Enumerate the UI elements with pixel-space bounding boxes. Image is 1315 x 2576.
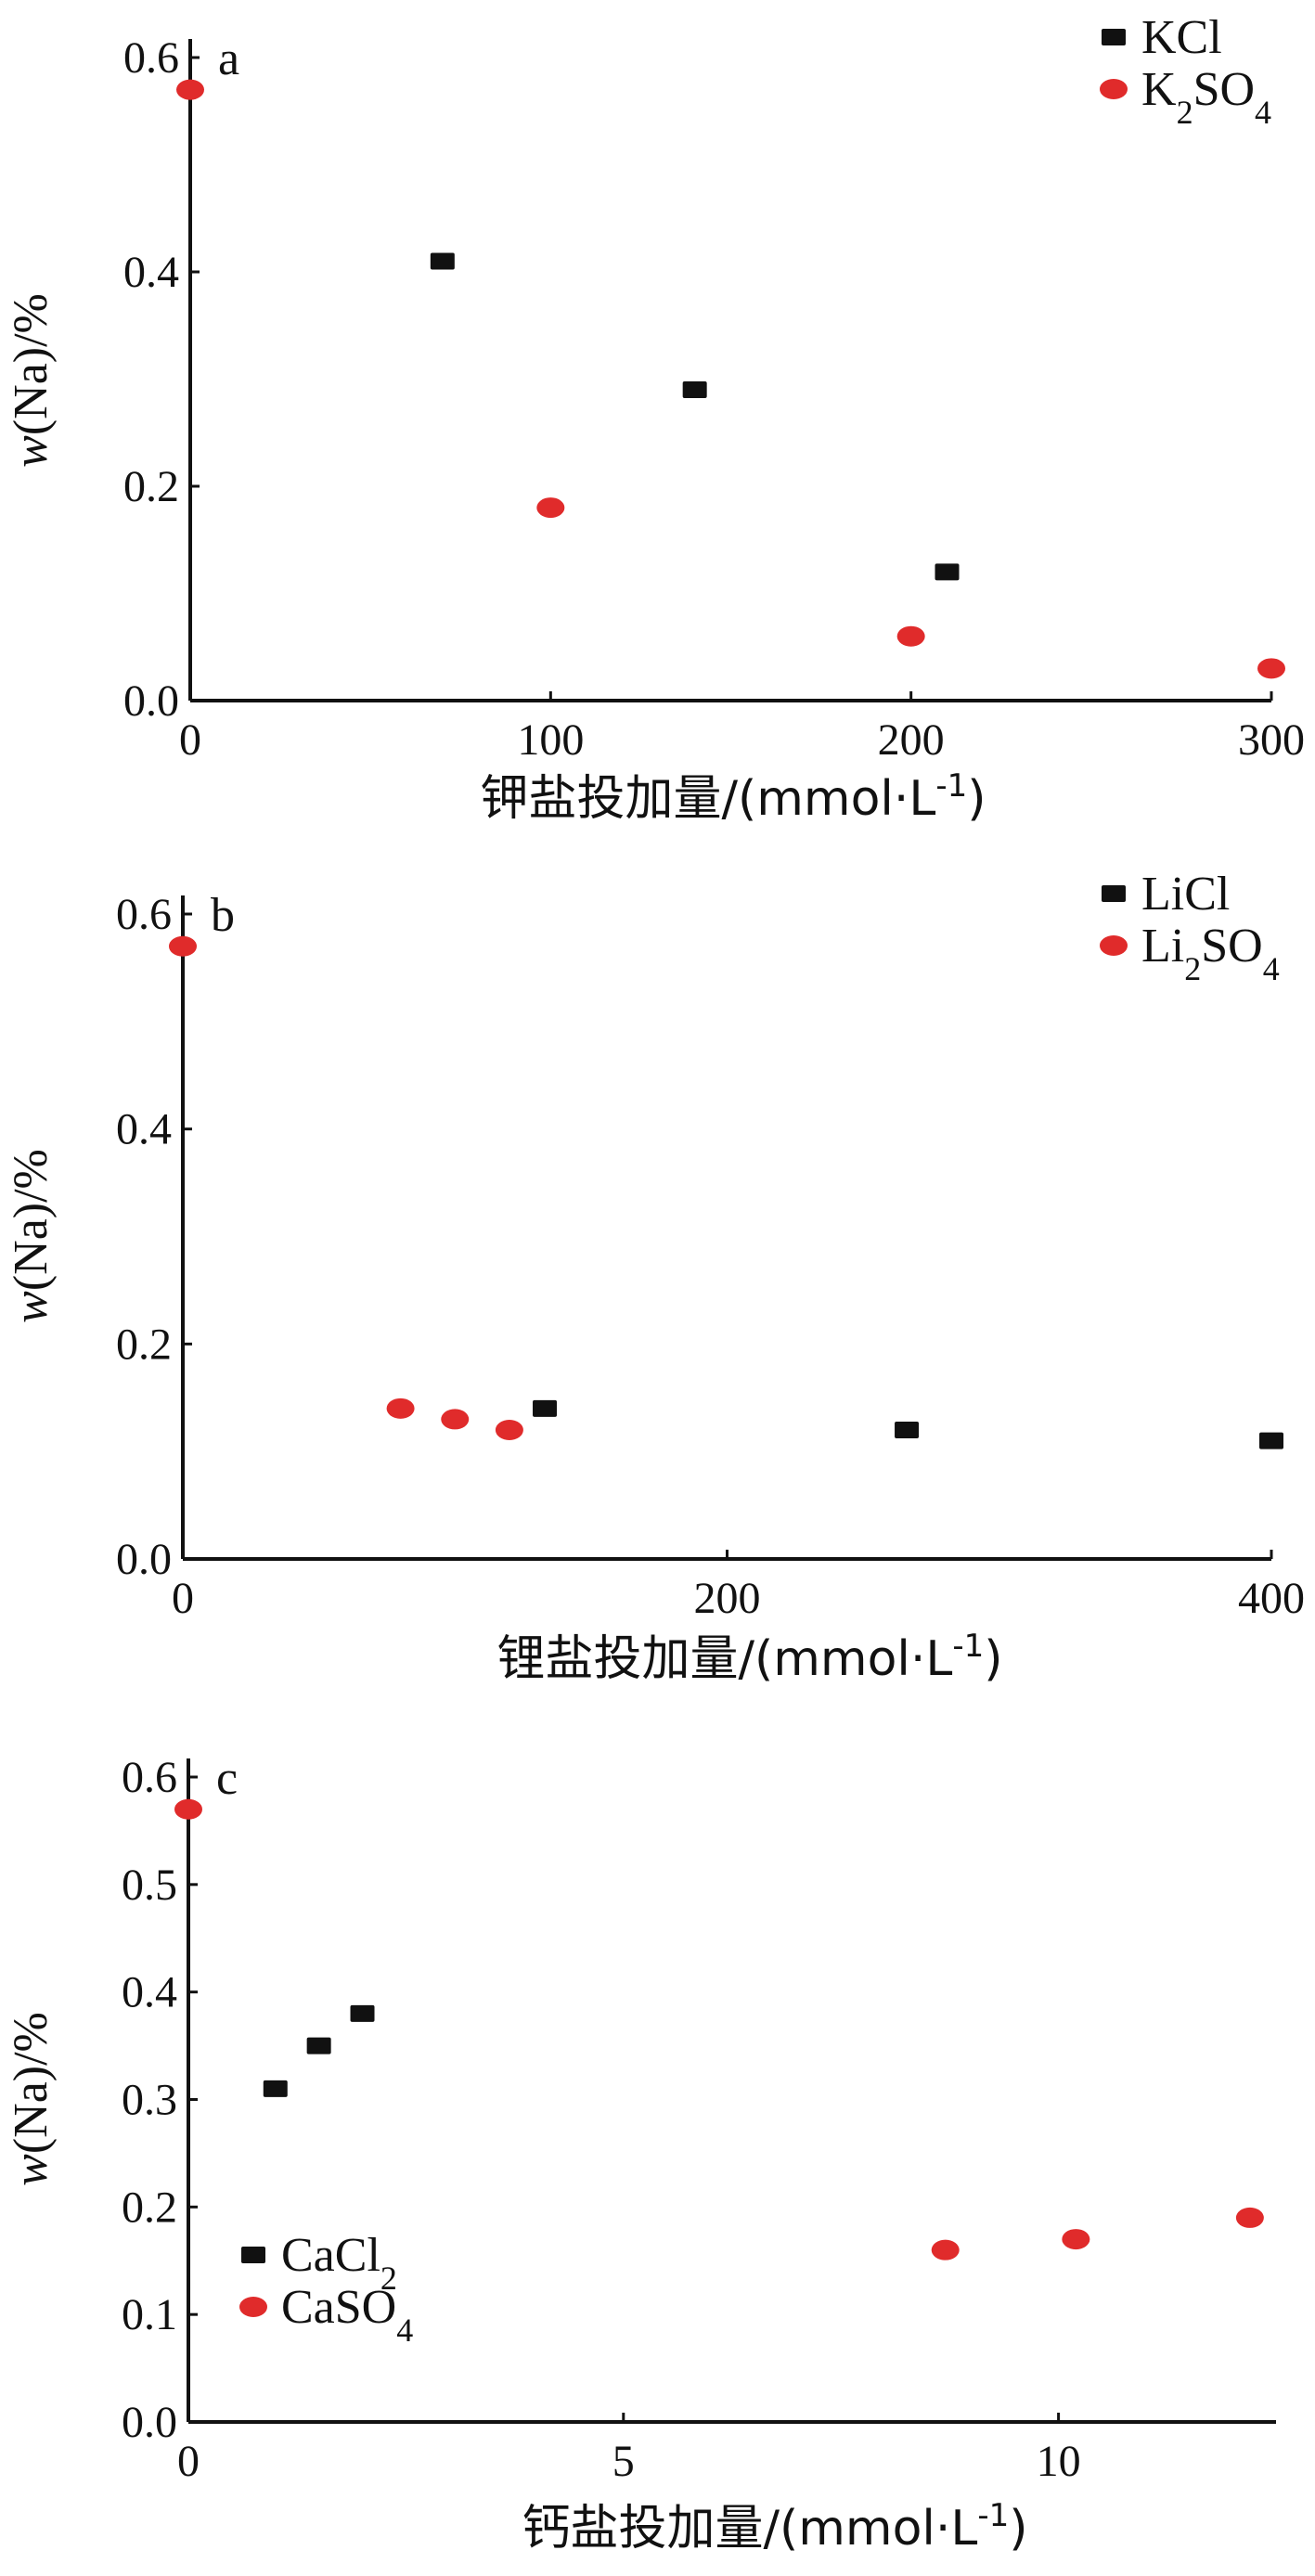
data-point-kcl — [935, 563, 960, 581]
data-point-caso4 — [931, 2239, 960, 2260]
x-tick-label: 300 — [1238, 715, 1305, 765]
legend-label-caso4: CaSO4 — [281, 2281, 413, 2349]
y-axis-title: w(Na)/% — [5, 293, 58, 468]
data-point-caso4 — [174, 1798, 202, 1820]
legend-label-li2so4: Li2SO4 — [1141, 920, 1280, 987]
y-tick-label: 0.2 — [122, 2183, 177, 2232]
panel-label: a — [218, 32, 239, 85]
data-point-k2so4 — [896, 625, 925, 647]
x-axis-title: 钙盐投加量/(mmol·L-1) — [522, 2497, 1027, 2557]
data-point-licl — [533, 1399, 558, 1417]
legend-swatch-k2so4 — [1100, 79, 1128, 99]
legend-swatch-caso4 — [239, 2297, 267, 2317]
x-axis-title: 锂盐投加量/(mmol·L-1) — [496, 1628, 1002, 1687]
data-point-caso4 — [1235, 2207, 1264, 2228]
data-point-k2so4 — [536, 497, 565, 519]
data-point-cacl2 — [306, 2037, 331, 2054]
x-axis-title: 钾盐投加量/(mmol·L-1) — [480, 767, 986, 827]
data-point-k2so4 — [176, 79, 204, 100]
data-point-k2so4 — [1257, 658, 1285, 679]
y-axis-title: w(Na)/% — [5, 2012, 58, 2186]
legend-label-licl: LiCl — [1141, 868, 1230, 921]
data-point-li2so4 — [169, 935, 197, 957]
data-point-li2so4 — [495, 1420, 523, 1440]
legend-swatch-cacl2 — [241, 2247, 265, 2263]
legend-label-k2so4: K2SO4 — [1141, 63, 1271, 131]
y-tick-label: 0.0 — [116, 1535, 172, 1584]
x-tick-label: 0 — [177, 2437, 200, 2486]
x-tick-label: 100 — [517, 715, 584, 765]
y-axis-title: w(Na)/% — [5, 1149, 58, 1323]
chart-panel-b: 0.0 0.2 0.4 0.6 0 200 400 b 锂盐投加量/(mmol·L-1) w(Na… — [5, 868, 1305, 1687]
y-tick-label: 0.6 — [123, 33, 179, 83]
legend-swatch-li2so4 — [1100, 935, 1128, 956]
x-tick-label: 10 — [1037, 2437, 1081, 2486]
chart-panel-a: 0.0 0.2 0.4 0.6 0 100 200 300 a 钾盐投加量/(mmol·L-1) w… — [5, 11, 1305, 827]
legend-label-kcl: KCl — [1141, 11, 1222, 64]
panel-label: b — [211, 889, 235, 942]
data-point-li2so4 — [386, 1397, 415, 1419]
legend-swatch-kcl — [1102, 29, 1126, 45]
y-tick-label: 0.5 — [122, 1861, 177, 1910]
data-point-kcl — [682, 381, 707, 399]
y-tick-label: 0.4 — [122, 1968, 177, 2017]
legend-swatch-licl — [1102, 885, 1126, 902]
y-tick-label: 0.6 — [116, 890, 172, 939]
y-tick-label: 0.0 — [122, 2398, 177, 2447]
y-tick-label: 0.3 — [122, 2076, 177, 2125]
y-tick-label: 0.2 — [116, 1320, 172, 1369]
data-point-caso4 — [1062, 2229, 1090, 2250]
data-point-licl — [895, 1422, 920, 1438]
chart-panel-c: 0.0 0.1 0.2 0.3 0.4 0.5 0.6 0 5 10 c 钙盐投加量/(mmol·L-… — [5, 1752, 1276, 2557]
y-tick-label: 0.1 — [122, 2290, 177, 2339]
data-point-cacl2 — [350, 2004, 375, 2022]
legend-label-cacl2: CaCl2 — [281, 2229, 397, 2297]
data-point-kcl — [430, 252, 455, 270]
data-point-cacl2 — [263, 2080, 288, 2097]
y-tick-label: 0.4 — [116, 1105, 172, 1154]
x-tick-label: 400 — [1238, 1574, 1305, 1623]
panel-label: c — [216, 1752, 238, 1805]
y-tick-label: 0.6 — [122, 1753, 177, 1802]
x-tick-label: 200 — [878, 715, 945, 765]
y-tick-label: 0.2 — [123, 462, 179, 511]
y-tick-label: 0.0 — [123, 676, 179, 726]
data-point-licl — [1259, 1432, 1283, 1449]
x-tick-label: 5 — [612, 2437, 635, 2486]
x-tick-label: 0 — [179, 715, 201, 765]
data-point-li2so4 — [441, 1409, 470, 1430]
x-tick-label: 200 — [694, 1574, 761, 1623]
y-tick-label: 0.4 — [123, 248, 179, 297]
x-tick-label: 0 — [172, 1574, 194, 1623]
